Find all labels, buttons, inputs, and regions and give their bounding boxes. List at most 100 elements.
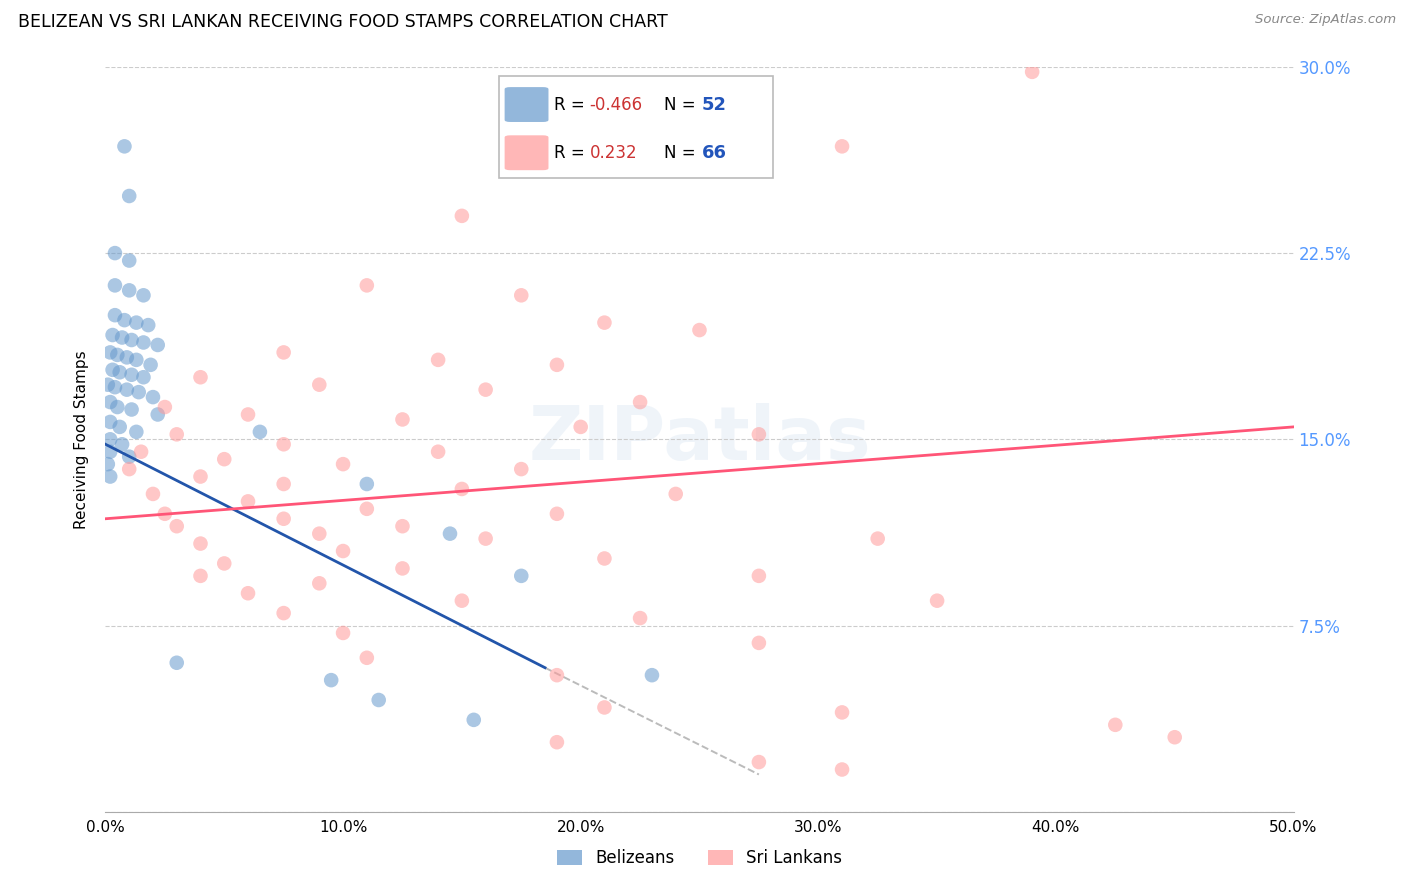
Point <box>118 462 141 476</box>
Point <box>121 333 143 347</box>
Point <box>101 328 124 343</box>
Point <box>569 420 592 434</box>
Point <box>641 668 664 682</box>
Point <box>236 408 259 422</box>
Point <box>104 246 127 260</box>
Point <box>101 363 124 377</box>
Point <box>118 450 141 464</box>
Point <box>510 288 533 302</box>
Point <box>111 330 134 344</box>
Point <box>97 377 120 392</box>
Point <box>98 444 121 458</box>
Point <box>214 557 236 571</box>
Text: 0.232: 0.232 <box>589 144 637 161</box>
Point <box>166 519 188 533</box>
Point <box>546 668 568 682</box>
Point <box>104 278 127 293</box>
Point <box>236 494 259 508</box>
Point <box>332 626 354 640</box>
Point <box>115 383 138 397</box>
Point <box>748 427 770 442</box>
Point <box>831 706 853 720</box>
Point <box>105 400 128 414</box>
Point <box>166 427 188 442</box>
Point <box>97 457 120 471</box>
Point <box>153 507 176 521</box>
Point <box>128 385 150 400</box>
Point <box>593 700 616 714</box>
Point <box>665 487 688 501</box>
Point <box>118 284 141 298</box>
Point <box>450 209 472 223</box>
FancyBboxPatch shape <box>505 87 548 122</box>
Point <box>450 593 472 607</box>
Point <box>236 586 259 600</box>
Point <box>166 656 188 670</box>
Point <box>132 370 155 384</box>
Point <box>356 477 378 491</box>
Point <box>125 352 148 367</box>
Point <box>356 650 378 665</box>
Point <box>427 444 450 458</box>
Text: Source: ZipAtlas.com: Source: ZipAtlas.com <box>1256 13 1396 27</box>
Point <box>925 593 948 607</box>
Point <box>104 380 127 394</box>
Point <box>866 532 889 546</box>
Point <box>391 561 413 575</box>
Text: N =: N = <box>664 95 700 113</box>
Point <box>308 526 330 541</box>
Point <box>125 316 148 330</box>
Point <box>546 507 568 521</box>
Point <box>1164 730 1187 744</box>
Point <box>249 425 271 439</box>
Legend: Belizeans, Sri Lankans: Belizeans, Sri Lankans <box>550 843 849 874</box>
Point <box>118 189 141 203</box>
Point <box>1104 718 1126 732</box>
Point <box>367 693 389 707</box>
Point <box>98 345 121 359</box>
Point <box>450 482 472 496</box>
Point <box>628 395 651 409</box>
Point <box>510 462 533 476</box>
Point <box>748 636 770 650</box>
Point <box>356 501 378 516</box>
Point <box>104 308 127 322</box>
Point <box>356 278 378 293</box>
Y-axis label: Receiving Food Stamps: Receiving Food Stamps <box>75 350 90 529</box>
Point <box>474 532 496 546</box>
Point <box>142 487 165 501</box>
FancyBboxPatch shape <box>499 76 773 178</box>
Text: -0.466: -0.466 <box>589 95 643 113</box>
Point <box>273 477 295 491</box>
Point <box>114 313 136 327</box>
Point <box>332 544 354 558</box>
Point <box>118 253 141 268</box>
Point <box>748 755 770 769</box>
Text: 66: 66 <box>702 144 727 161</box>
Point <box>132 288 155 302</box>
Point <box>98 395 121 409</box>
Point <box>98 433 121 447</box>
Point <box>546 358 568 372</box>
Text: 52: 52 <box>702 95 727 113</box>
Point <box>831 763 853 777</box>
Point <box>273 437 295 451</box>
Point <box>593 551 616 566</box>
Point <box>105 348 128 362</box>
Point <box>114 139 136 153</box>
Point <box>273 345 295 359</box>
Point <box>273 512 295 526</box>
Text: R =: R = <box>554 144 595 161</box>
Point <box>190 536 212 550</box>
FancyBboxPatch shape <box>505 136 548 170</box>
Point <box>190 370 212 384</box>
Point <box>153 400 176 414</box>
Point <box>689 323 711 337</box>
Point <box>108 365 131 379</box>
Point <box>391 412 413 426</box>
Point <box>308 576 330 591</box>
Point <box>121 402 143 417</box>
Point <box>332 457 354 471</box>
Text: R =: R = <box>554 95 591 113</box>
Point <box>831 139 853 153</box>
